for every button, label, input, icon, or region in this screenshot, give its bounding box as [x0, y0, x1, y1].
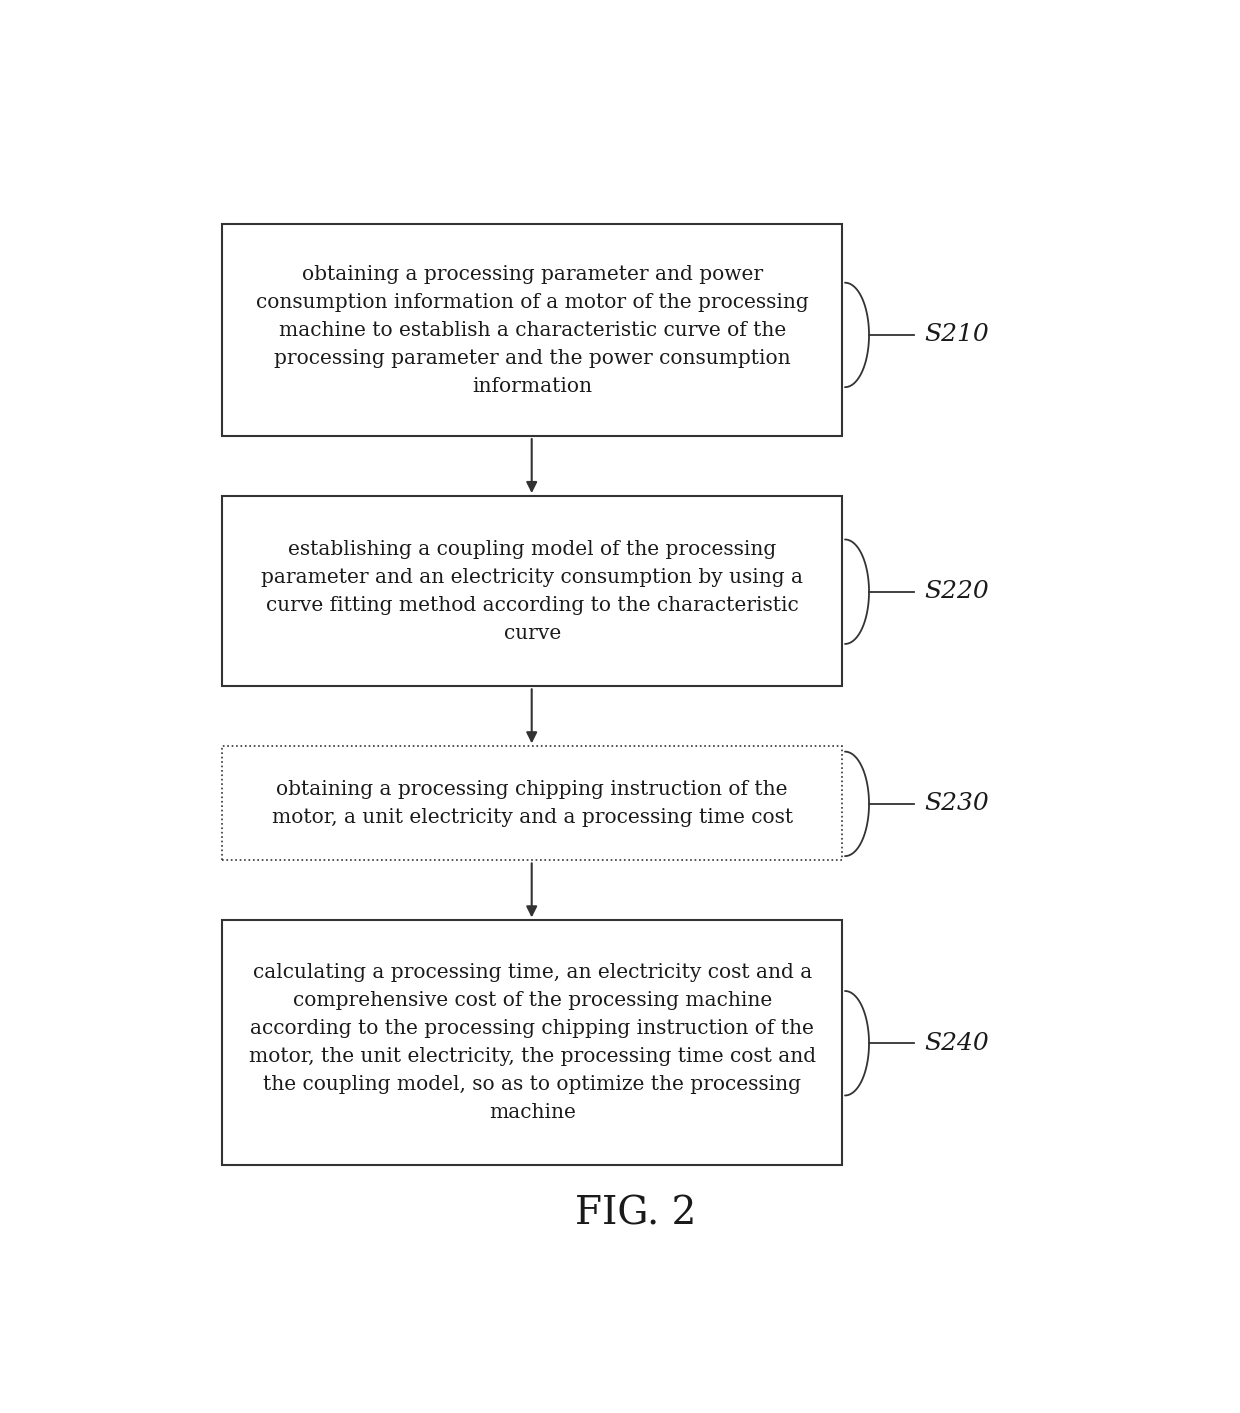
- Bar: [222, 920, 842, 1166]
- Text: S230: S230: [924, 793, 988, 815]
- Text: establishing a coupling model of the processing
parameter and an electricity con: establishing a coupling model of the pro…: [262, 540, 804, 643]
- Text: S240: S240: [924, 1031, 988, 1054]
- Text: obtaining a processing parameter and power
consumption information of a motor of: obtaining a processing parameter and pow…: [255, 264, 808, 396]
- Text: FIG. 2: FIG. 2: [575, 1195, 696, 1232]
- Text: calculating a processing time, an electricity cost and a
comprehensive cost of t: calculating a processing time, an electr…: [249, 964, 816, 1122]
- Text: S210: S210: [924, 324, 988, 346]
- Bar: [222, 746, 842, 861]
- Text: obtaining a processing chipping instruction of the
motor, a unit electricity and: obtaining a processing chipping instruct…: [272, 780, 792, 827]
- Bar: [222, 225, 842, 437]
- Bar: [222, 496, 842, 687]
- Text: S220: S220: [924, 581, 988, 603]
